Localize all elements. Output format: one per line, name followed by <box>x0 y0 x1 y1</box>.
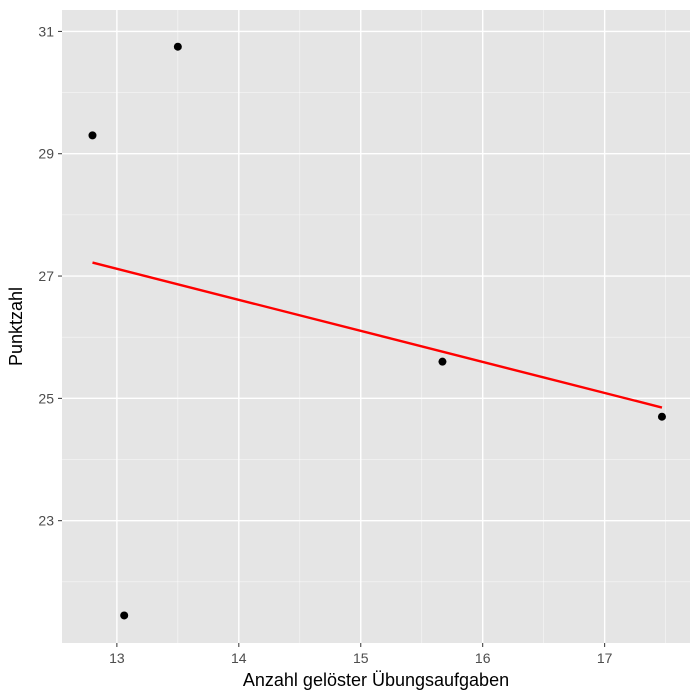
y-tick-label: 25 <box>38 390 54 406</box>
y-tick-label: 29 <box>38 146 54 162</box>
x-tick-label: 14 <box>231 650 247 666</box>
data-point <box>173 42 182 51</box>
data-point <box>88 131 97 140</box>
data-point <box>657 412 666 421</box>
data-point <box>120 611 129 620</box>
minor-gridlines <box>62 10 690 643</box>
plot-panel <box>62 10 690 643</box>
y-axis: 23 25 27 29 31 <box>38 23 62 529</box>
data-points <box>88 42 666 620</box>
x-axis-title: Anzahl gelöster Übungsaufgaben <box>243 670 509 690</box>
x-tick-label: 16 <box>475 650 491 666</box>
major-gridlines <box>62 10 690 643</box>
y-tick-label: 23 <box>38 513 54 529</box>
regression-line-layer <box>92 261 663 409</box>
y-tick-label: 27 <box>38 268 54 284</box>
y-axis-title: Punktzahl <box>6 287 26 366</box>
y-tick-label: 31 <box>38 23 54 39</box>
x-tick-label: 15 <box>353 650 369 666</box>
regression-line <box>92 261 663 409</box>
data-point <box>438 357 447 366</box>
x-tick-label: 17 <box>597 650 613 666</box>
x-axis: 13 14 15 16 17 <box>109 643 613 666</box>
x-tick-label: 13 <box>109 650 125 666</box>
